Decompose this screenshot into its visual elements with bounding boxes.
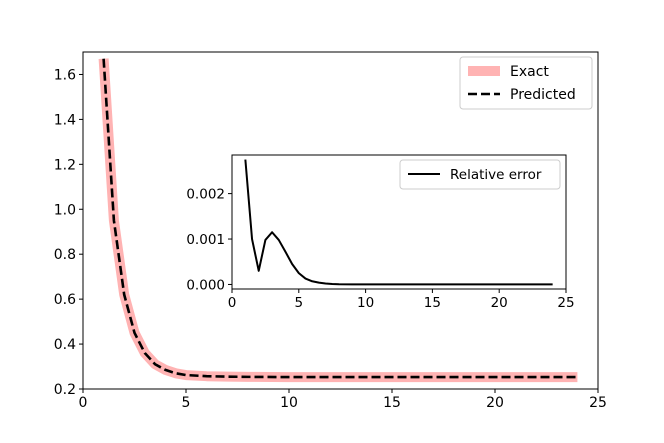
main-legend: Exact Predicted bbox=[459, 56, 593, 110]
inset-series-0-line bbox=[244, 159, 553, 286]
inset-x-tick-label: 20 bbox=[491, 295, 508, 311]
inset-legend-box bbox=[399, 159, 561, 190]
main-frame bbox=[82, 51, 599, 390]
main-y-tick-label: 1.6 bbox=[54, 67, 76, 83]
inset-legend: Relative error bbox=[399, 159, 561, 190]
main-y-tick-label: 0.6 bbox=[54, 292, 76, 308]
main-y-tick-label: 1.2 bbox=[54, 157, 76, 173]
inset-y-tick-label: 0.000 bbox=[186, 277, 225, 293]
main-y-tick-label: 1.0 bbox=[54, 202, 76, 218]
inset-x-tick-label: 10 bbox=[357, 295, 374, 311]
main-y-tick-label: 0.8 bbox=[54, 247, 76, 263]
inset-axes: 0 5 10 15 20 25 0.000 0.001 0.002 Relative error bbox=[186, 154, 575, 311]
main-x-tick-label: 0 bbox=[79, 395, 88, 411]
inset-x-tick-label: 5 bbox=[295, 295, 304, 311]
inset-x-tick-label: 25 bbox=[557, 295, 574, 311]
inset-y-tick-label: 0.001 bbox=[186, 232, 225, 248]
main-series-1-line bbox=[102, 58, 578, 379]
main-x-tick-label: 25 bbox=[589, 395, 607, 411]
inset-x-tick-label: 15 bbox=[424, 295, 441, 311]
inset-x-tick-label: 0 bbox=[228, 295, 237, 311]
inset-y-tick-label: 0.002 bbox=[186, 187, 225, 203]
main-x-tick-label: 15 bbox=[383, 395, 401, 411]
main-y-tick-label: 1.4 bbox=[54, 112, 76, 128]
main-x-tick-label: 20 bbox=[486, 395, 504, 411]
main-x-tick-label: 10 bbox=[280, 395, 298, 411]
main-legend-label-1: Predicted bbox=[510, 87, 576, 103]
main-y-tick-label: 0.4 bbox=[54, 337, 76, 353]
inset-frame bbox=[231, 154, 567, 290]
main-x-tick-label: 5 bbox=[182, 395, 191, 411]
main-legend-label-0: Exact bbox=[510, 64, 549, 80]
inset-legend-label-0: Relative error bbox=[450, 167, 542, 183]
main-y-tick-label: 0.2 bbox=[54, 382, 76, 398]
